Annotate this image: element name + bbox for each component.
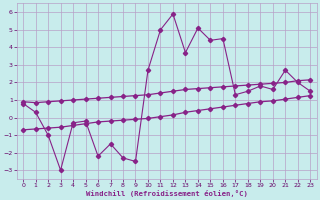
X-axis label: Windchill (Refroidissement éolien,°C): Windchill (Refroidissement éolien,°C) bbox=[86, 190, 248, 197]
